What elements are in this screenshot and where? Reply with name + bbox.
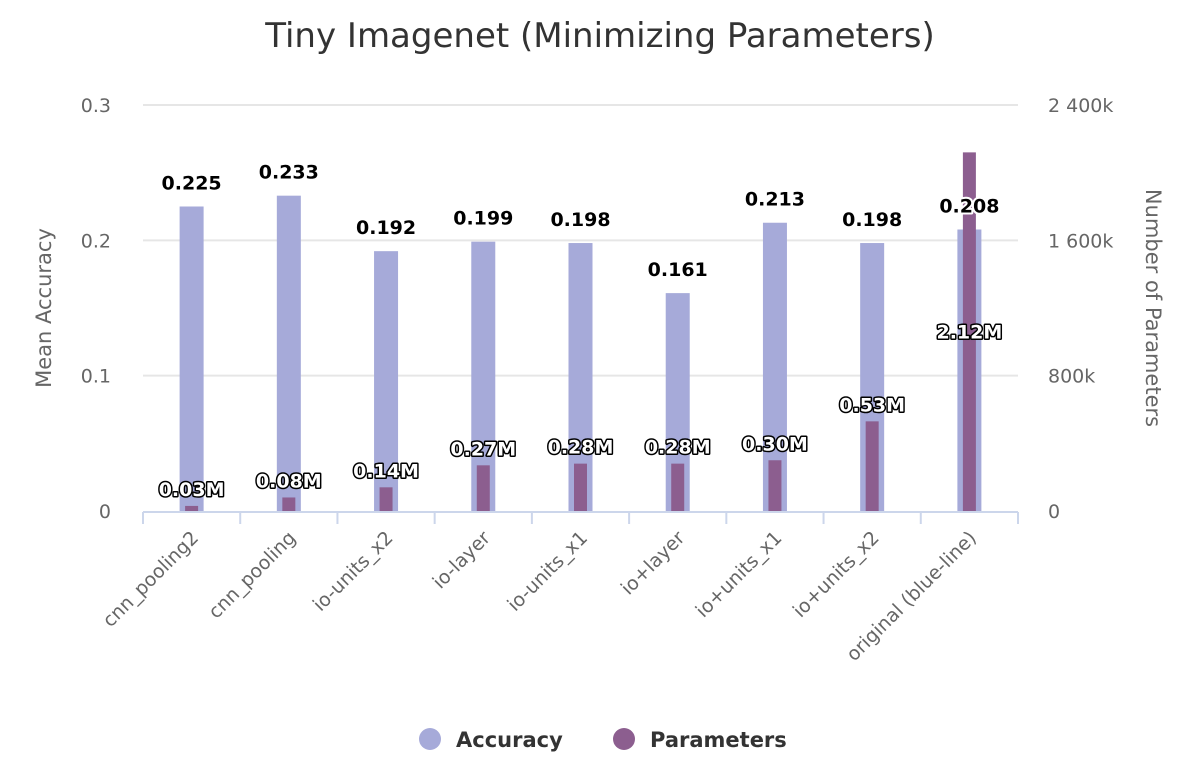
x-tick-label: io+layer xyxy=(617,527,690,600)
legend: Accuracy Parameters xyxy=(419,728,787,752)
parameters-data-label: 0.27M xyxy=(450,438,516,460)
accuracy-data-label: 0.198 xyxy=(842,209,902,231)
parameters-bar[interactable] xyxy=(768,460,782,511)
x-tick-label: io+units_x2 xyxy=(789,527,884,622)
legend-marker[interactable] xyxy=(613,728,635,750)
x-tick-label: io+units_x1 xyxy=(691,527,786,622)
y-left-tick-label: 0.2 xyxy=(81,230,111,252)
parameters-bar[interactable] xyxy=(282,497,296,511)
bars xyxy=(179,152,982,512)
accuracy-data-label: 0.161 xyxy=(648,259,708,281)
parameters-data-label: 0.30M xyxy=(742,433,808,455)
parameters-bar[interactable] xyxy=(476,465,490,511)
accuracy-data-label: 0.208 xyxy=(939,196,999,218)
y-right-tick-label: 0 xyxy=(1048,501,1060,523)
y-right-tick-label: 2 400k xyxy=(1048,95,1113,117)
y-left-tick-label: 0 xyxy=(99,501,111,523)
x-tick-label: io-layer xyxy=(428,527,494,593)
parameters-data-label: 0.53M xyxy=(839,394,905,416)
legend-item-label[interactable]: Parameters xyxy=(650,728,787,752)
parameters-bar[interactable] xyxy=(962,152,976,511)
accuracy-data-label: 0.199 xyxy=(453,208,513,230)
x-tick-label: io-units_x1 xyxy=(503,527,592,616)
x-tick-label: cnn_pooling2 xyxy=(98,527,203,632)
parameters-data-label: 0.03M xyxy=(159,479,225,501)
y-right-tick-label: 800k xyxy=(1048,366,1095,388)
accuracy-bar[interactable] xyxy=(374,251,399,511)
parameters-data-label: 0.28M xyxy=(645,437,711,459)
accuracy-data-label: 0.233 xyxy=(259,162,319,184)
accuracy-data-label: 0.213 xyxy=(745,189,805,211)
y-right-tick-label: 1 600k xyxy=(1048,230,1113,252)
parameters-bar[interactable] xyxy=(185,505,199,511)
data-labels: 0.225 0.03M 0.233 0.08M 0.192 0.14M 0.199 0.27M… xyxy=(157,160,1004,503)
x-tick-label: io-units_x2 xyxy=(309,527,398,616)
parameters-bar[interactable] xyxy=(379,487,393,511)
y-right-axis-title: Number of Parameters xyxy=(1141,189,1165,427)
parameters-data-label: 0.28M xyxy=(548,437,614,459)
accuracy-data-label: 0.198 xyxy=(550,209,610,231)
accuracy-bar[interactable] xyxy=(179,206,204,512)
parameters-bar[interactable] xyxy=(865,421,879,511)
parameters-bar[interactable] xyxy=(574,463,587,511)
parameters-bar[interactable] xyxy=(671,463,685,511)
legend-item-label[interactable]: Accuracy xyxy=(456,728,563,752)
y-left-axis-title: Mean Accuracy xyxy=(32,228,56,388)
parameters-data-label: 2.12M xyxy=(936,322,1002,344)
accuracy-bar[interactable] xyxy=(276,195,301,511)
accuracy-data-label: 0.225 xyxy=(162,173,222,195)
legend-marker[interactable] xyxy=(419,728,441,750)
y-left-tick-label: 0.1 xyxy=(81,366,111,388)
parameters-data-label: 0.08M xyxy=(256,470,322,492)
x-tick-label: cnn_pooling xyxy=(204,527,300,623)
chart-title: Tiny Imagenet (Minimizing Parameters) xyxy=(264,16,934,56)
parameters-data-label: 0.14M xyxy=(353,460,419,482)
accuracy-data-label: 0.192 xyxy=(356,217,416,239)
y-left-tick-label: 0.3 xyxy=(81,95,111,117)
